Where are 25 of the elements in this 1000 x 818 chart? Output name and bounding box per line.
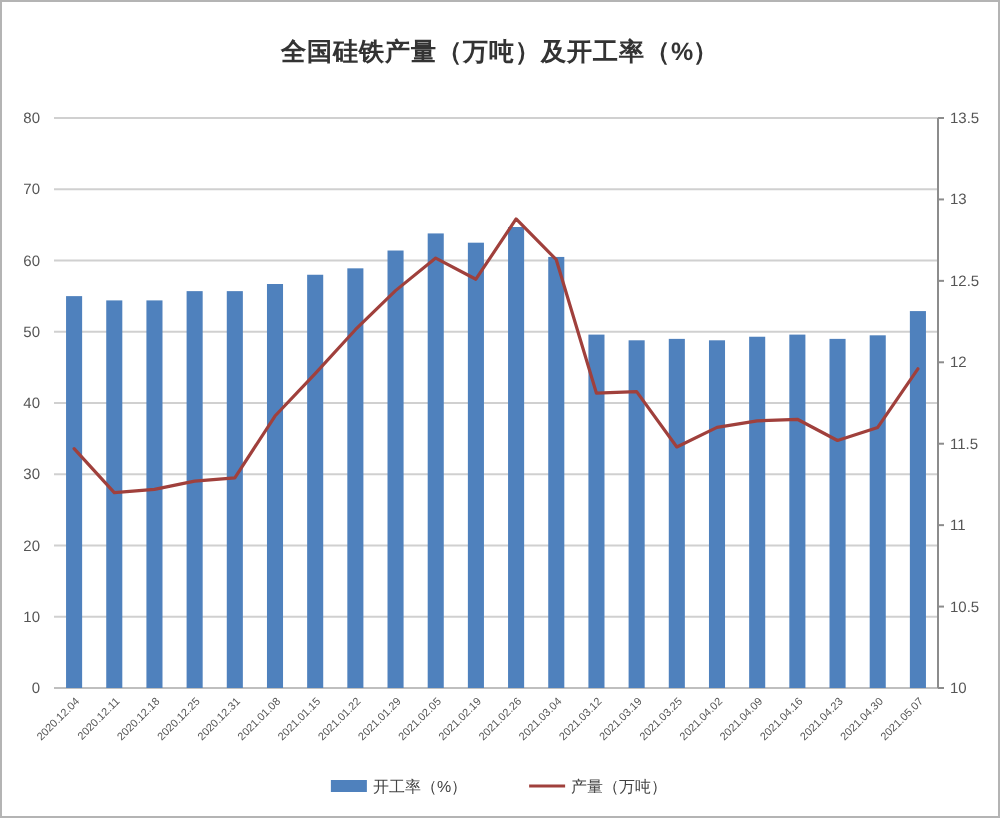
bar (347, 268, 364, 688)
chart-title: 全国硅铁产量（万吨）及开工率（%） (278, 36, 720, 66)
bar (508, 227, 525, 688)
bar (548, 256, 565, 688)
bar (829, 338, 846, 688)
bar (668, 338, 685, 688)
bar (427, 233, 444, 688)
bar (266, 284, 284, 688)
bar (789, 334, 806, 688)
bar (106, 300, 123, 688)
bar (909, 311, 926, 688)
legend-label: 产量（万吨） (571, 778, 668, 796)
bar (588, 334, 605, 688)
bar (387, 250, 404, 688)
bar (628, 340, 645, 688)
bar (869, 335, 886, 688)
bar (749, 336, 766, 688)
bar (307, 274, 324, 688)
bar (226, 291, 243, 688)
bar (146, 300, 163, 688)
bar (708, 340, 726, 688)
legend-label: 开工率（%） (372, 778, 468, 796)
bar (186, 291, 203, 688)
bar (66, 296, 83, 688)
bar (467, 242, 484, 688)
